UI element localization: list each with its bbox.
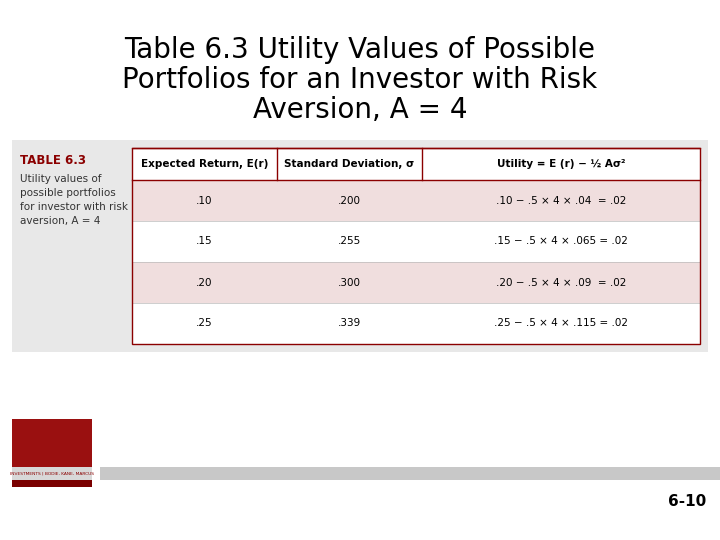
Text: .339: .339 (338, 319, 361, 328)
Text: INVESTMENTS | BODIE, KANE, MARCUS: INVESTMENTS | BODIE, KANE, MARCUS (10, 471, 94, 476)
Bar (132, 262, 700, 303)
Text: .20 − .5 × 4 × .09  = .02: .20 − .5 × 4 × .09 = .02 (495, 278, 626, 287)
Bar (132, 148, 700, 344)
Bar (132, 148, 700, 180)
Text: Standard Deviation, σ: Standard Deviation, σ (284, 159, 414, 169)
Text: Portfolios for an Investor with Risk: Portfolios for an Investor with Risk (122, 66, 598, 94)
Text: .200: .200 (338, 195, 361, 206)
Text: .15: .15 (196, 237, 212, 246)
Text: Aversion, A = 4: Aversion, A = 4 (253, 96, 467, 124)
Text: Expected Return, E(r): Expected Return, E(r) (140, 159, 268, 169)
Bar (132, 180, 700, 221)
Text: .10 − .5 × 4 × .04  = .02: .10 − .5 × 4 × .04 = .02 (495, 195, 626, 206)
Text: Table 6.3 Utility Values of Possible: Table 6.3 Utility Values of Possible (125, 36, 595, 64)
Bar (12, 140, 708, 352)
Text: Utility values of
possible portfolios
for investor with risk
aversion, A = 4: Utility values of possible portfolios fo… (20, 174, 128, 226)
Text: .300: .300 (338, 278, 361, 287)
Bar (132, 221, 700, 262)
Text: .25 − .5 × 4 × .115 = .02: .25 − .5 × 4 × .115 = .02 (494, 319, 628, 328)
Bar (12, 467, 92, 480)
Text: .255: .255 (338, 237, 361, 246)
Bar (12, 419, 92, 467)
Text: 6-10: 6-10 (667, 495, 706, 510)
Text: .20: .20 (196, 278, 212, 287)
Text: TABLE 6.3: TABLE 6.3 (20, 154, 86, 167)
Text: Utility = E (r) − ½ Aσ²: Utility = E (r) − ½ Aσ² (497, 159, 625, 169)
Bar (12, 467, 92, 487)
Text: .25: .25 (196, 319, 212, 328)
Bar (132, 303, 700, 344)
Bar (100, 467, 720, 480)
Text: .10: .10 (196, 195, 212, 206)
Text: .15 − .5 × 4 × .065 = .02: .15 − .5 × 4 × .065 = .02 (494, 237, 628, 246)
